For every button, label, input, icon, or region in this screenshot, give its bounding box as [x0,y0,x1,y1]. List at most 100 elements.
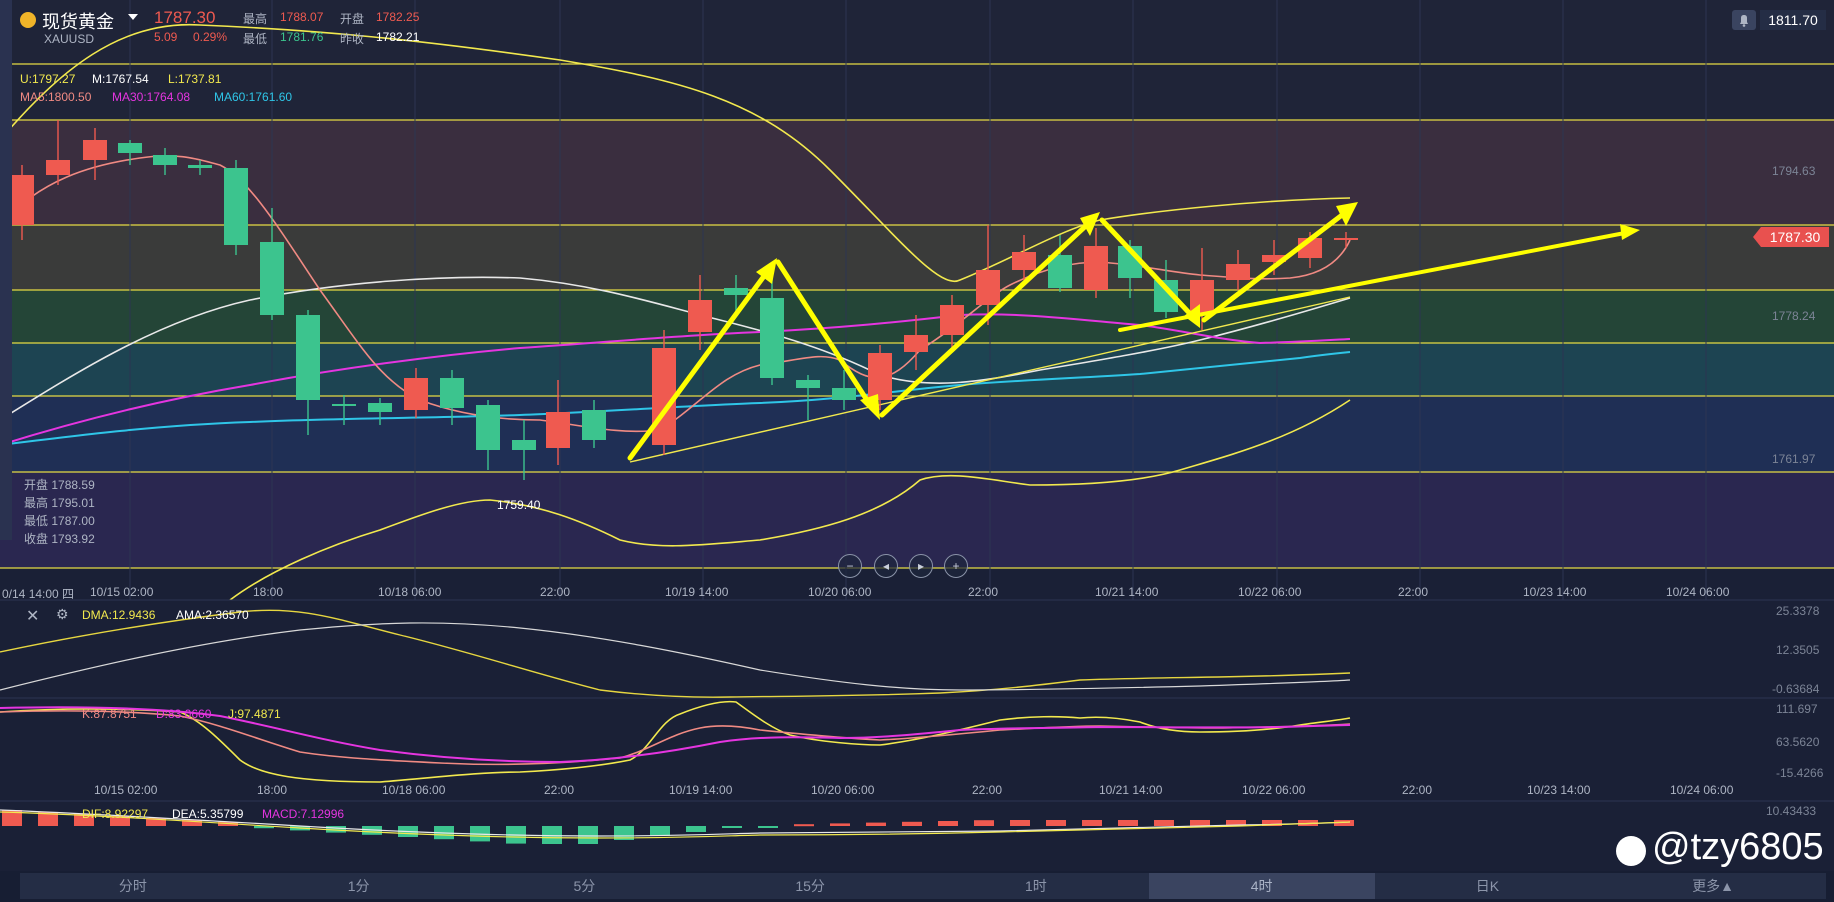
kdj-d-label: D:83.0660 [156,707,212,721]
ohlc-open: 开盘 1788.59 [24,478,95,492]
current-price-badge: 1787.30 [1753,227,1829,247]
bell-icon[interactable] [1732,10,1756,30]
time-label: 10/21 14:00 [1095,585,1159,599]
tab-period[interactable]: 15分 [795,878,825,894]
candle-body [868,353,892,400]
boll-m-label: M:1767.54 [92,72,149,86]
candlesticks [10,120,1358,480]
tab-period[interactable]: 1分 [347,878,370,894]
arrow-trend [1118,230,1632,332]
candle-body [724,288,748,295]
dma-label: DMA:12.9436 [82,608,156,622]
candle-body [832,388,856,400]
tab-period[interactable]: 日K [1475,878,1500,894]
macd-bar [1082,820,1102,826]
alert-price[interactable]: 1811.70 [1760,10,1826,30]
time-label: 0/14 14:00 四 [2,587,75,601]
macd-bar [1226,820,1246,826]
candle-body [796,380,820,388]
prev-close-label: 昨收 [340,32,365,46]
candle-body [1084,246,1108,290]
zoom-out-button[interactable]: − [838,554,862,578]
candle-body [10,175,34,225]
ma5-label: MA5:1800.50 [20,90,92,104]
macd-bar [902,821,922,826]
low-annotation: 1759.40 [497,498,541,512]
candle-body [546,412,570,448]
kdj-j-label: J:97.4871 [228,707,281,721]
time-label-secondary: 10/20 06:00 [811,783,875,797]
candle-body [976,270,1000,305]
time-label-secondary: 22:00 [544,783,575,797]
watermark: @tzy6805 [1652,826,1824,868]
arrow-down-1 [775,259,875,411]
zoom-in-button[interactable]: + [944,554,968,578]
macd-bar [146,818,166,826]
tab-period[interactable]: 1时 [1024,878,1047,894]
weibo-logo-icon [1616,836,1646,866]
band-1 [0,120,1834,225]
candle-body [332,404,356,406]
candle-body [1334,238,1358,240]
open-label: 开盘 [340,12,365,26]
boll-lower-line [229,399,1351,601]
band-top [0,0,1834,120]
change-value: 5.09 [154,30,178,44]
tab-period[interactable]: 5分 [573,878,596,894]
macd-bar [1046,820,1066,826]
boll-mid-line [0,276,1351,421]
time-label: 22:00 [1398,585,1429,599]
macd-bar [686,826,706,832]
time-label-secondary: 22:00 [1402,783,1433,797]
axis-label-3: 1761.97 [1772,452,1816,466]
macd-bar [866,822,886,826]
macd-bar [650,826,670,836]
arrow-up-2 [879,219,1093,418]
time-label: 22:00 [968,585,999,599]
candle-body [940,305,964,335]
time-label: 10/24 06:00 [1666,585,1730,599]
macd-bar [794,824,814,827]
tab-period[interactable]: 更多▲ [1692,878,1735,894]
time-label-secondary: 10/21 14:00 [1099,783,1163,797]
tab-period[interactable]: 4时 [1148,873,1375,899]
dma-axis-2: 12.3505 [1776,643,1820,657]
chevron-down-icon[interactable] [128,14,138,20]
macd-bar [1190,820,1210,826]
macd-dea-line [0,809,1351,837]
time-label: 22:00 [540,585,571,599]
candle-body [83,140,107,160]
candle-body [153,155,177,165]
candle-body [260,242,284,315]
candle-body [46,160,70,175]
macd-dif-line [0,811,1351,839]
macd-bar [938,821,958,826]
scroll-left-button[interactable]: ◂ [874,554,898,578]
time-label: 10/19 14:00 [665,585,729,599]
left-edge-bar[interactable] [0,0,12,540]
macd-axis-1: 10.43433 [1766,804,1817,818]
settings-icon[interactable]: ⚙ [56,606,69,622]
time-label: 18:00 [253,585,284,599]
candle-body [904,335,928,352]
boll-u-label: U:1797.27 [20,72,76,86]
scroll-right-button[interactable]: ▸ [909,554,933,578]
macd-bar [38,812,58,826]
time-label: 10/18 06:00 [378,585,442,599]
time-label-secondary: 10/19 14:00 [669,783,733,797]
arrow-up-3 [1201,209,1349,323]
trend-line-thin [629,296,1351,463]
kdj-k-label: K:87.8751 [82,707,137,721]
close-icon[interactable]: ✕ [26,608,40,625]
candle-body [476,405,500,450]
boll-l-label: L:1737.81 [168,72,222,86]
time-label: 10/23 14:00 [1523,585,1587,599]
kdj-axis-3: -15.4266 [1776,766,1824,780]
candle-body [760,298,784,378]
instrument-title[interactable]: 现货黄金 [42,12,114,32]
tab-period[interactable]: 分时 [118,878,147,894]
candle-body [188,165,212,168]
candle-body [224,168,248,245]
ma60-label: MA60:1761.60 [214,90,293,104]
